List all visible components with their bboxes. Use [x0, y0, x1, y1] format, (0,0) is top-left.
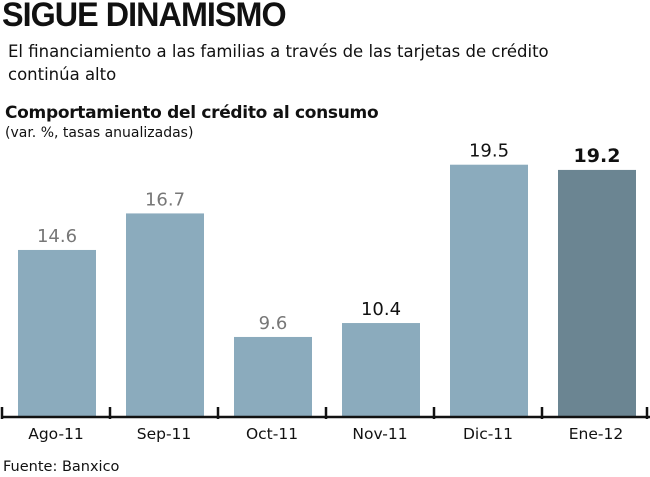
bar-Ago-11 [18, 249, 96, 417]
data-label: 19.5 [469, 141, 509, 162]
data-label: 16.7 [145, 189, 185, 210]
chart-title: Comportamiento del crédito al consumo [5, 103, 379, 123]
bar-Dic-11 [450, 164, 528, 417]
data-label: 9.6 [259, 313, 288, 334]
x-tick-label: Dic-11 [463, 425, 513, 443]
x-tick-label: Nov-11 [352, 425, 407, 443]
chart-subtitle: (var. %, tasas anualizadas) [5, 125, 194, 141]
x-tick-label: Sep-11 [137, 425, 192, 443]
bar-Oct-11 [234, 336, 312, 417]
subtitle: El financiamiento a las familias a travé… [8, 42, 549, 84]
bar-Sep-11 [126, 213, 204, 417]
bar-Nov-11 [342, 323, 420, 417]
x-tick-label: Ago-11 [28, 425, 84, 443]
data-label: 19.2 [574, 145, 621, 167]
bar-Ene-12 [558, 169, 636, 417]
data-label: 14.6 [37, 226, 77, 247]
x-tick-label: Oct-11 [246, 425, 298, 443]
data-label: 10.4 [361, 299, 401, 320]
x-tick-label: Ene-12 [569, 425, 623, 443]
headline: SIGUE DINAMISMO [2, 0, 287, 34]
source-note: Fuente: Banxico [3, 459, 120, 475]
